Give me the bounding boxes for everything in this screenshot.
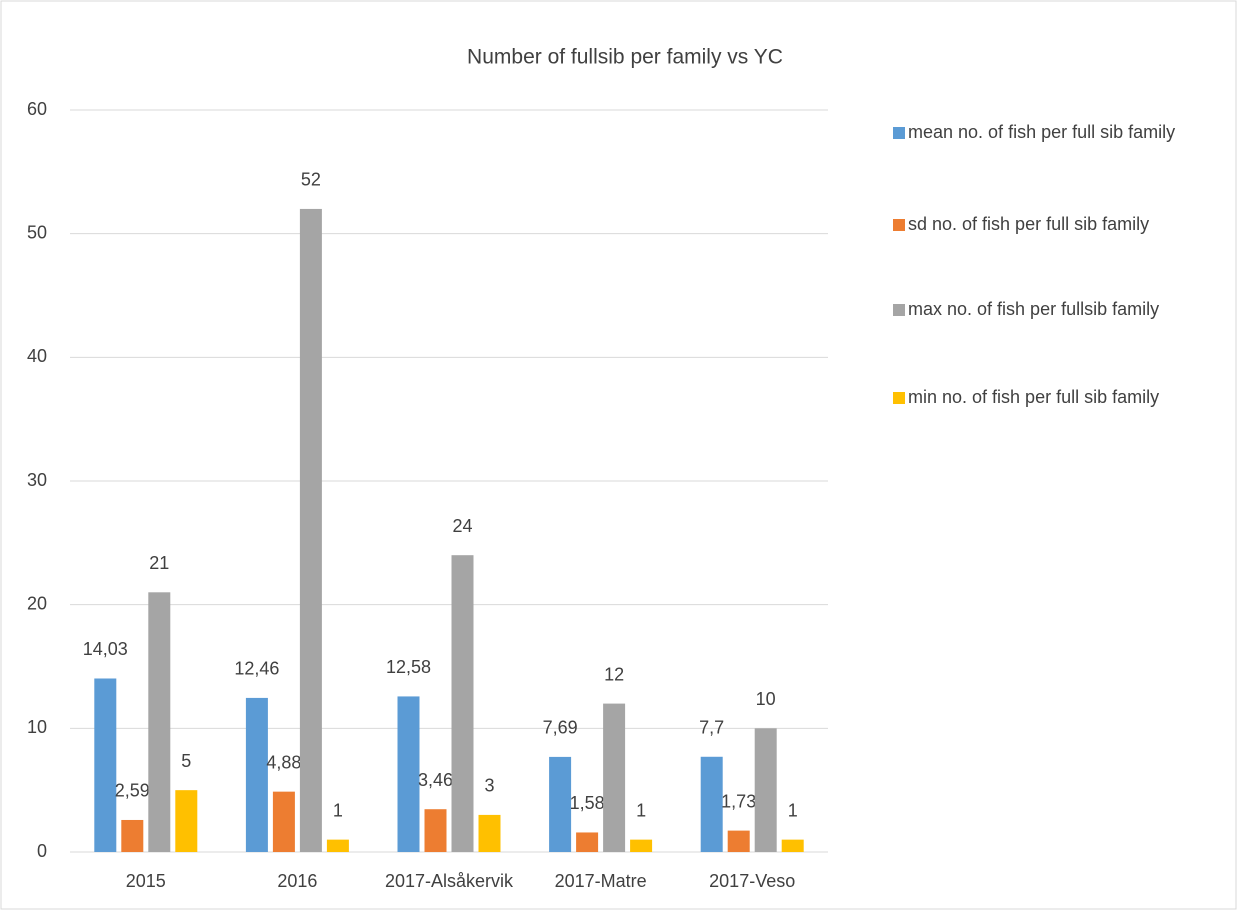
data-label: 24 — [452, 516, 472, 536]
y-tick-label: 60 — [27, 99, 47, 119]
bar — [148, 592, 171, 852]
data-label: 2,59 — [115, 781, 150, 801]
chart-title: Number of fullsib per family vs YC — [467, 46, 783, 69]
bar — [549, 756, 572, 852]
x-tick-label: 2015 — [126, 871, 166, 891]
bar — [121, 819, 144, 852]
bar — [630, 839, 653, 852]
data-label: 12 — [604, 664, 624, 684]
bar — [451, 555, 474, 852]
data-label: 1,58 — [570, 793, 605, 813]
y-tick-label: 50 — [27, 222, 47, 242]
data-label: 12,46 — [234, 659, 279, 679]
legend-swatch — [893, 304, 905, 316]
x-tick-label: 2017-Veso — [709, 871, 795, 891]
data-label: 14,03 — [83, 639, 128, 659]
data-label: 5 — [181, 751, 191, 771]
bar — [781, 839, 804, 852]
data-label: 10 — [756, 689, 776, 709]
data-label: 52 — [301, 170, 321, 190]
y-tick-label: 20 — [27, 593, 47, 613]
bar — [700, 756, 723, 852]
bar — [424, 809, 447, 852]
data-label: 7,69 — [543, 718, 578, 738]
data-label: 7,7 — [699, 718, 724, 738]
bar — [727, 830, 750, 852]
data-label: 1,73 — [721, 791, 756, 811]
data-label: 4,88 — [266, 752, 301, 772]
data-label: 12,58 — [386, 657, 431, 677]
legend-label: sd no. of fish per full sib family — [908, 214, 1149, 234]
data-label: 1 — [636, 800, 646, 820]
y-tick-label: 10 — [27, 717, 47, 737]
x-tick-label: 2016 — [277, 871, 317, 891]
data-label: 1 — [788, 800, 798, 820]
data-label: 21 — [149, 553, 169, 573]
legend-label: max no. of fish per fullsib family — [908, 299, 1159, 319]
bar — [754, 728, 777, 852]
data-label: 1 — [333, 800, 343, 820]
y-tick-label: 40 — [27, 346, 47, 366]
bar — [576, 832, 599, 852]
bar — [94, 678, 117, 852]
bar — [603, 703, 626, 852]
bar — [245, 697, 268, 852]
bar — [326, 839, 349, 852]
x-tick-label: 2017-Alsåkervik — [385, 871, 514, 891]
legend-swatch — [893, 392, 905, 404]
data-label: 3,46 — [418, 770, 453, 790]
legend-label: min no. of fish per full sib family — [908, 387, 1159, 407]
x-tick-label: 2017-Matre — [555, 871, 647, 891]
bar — [299, 208, 322, 852]
data-label: 3 — [484, 776, 494, 796]
y-tick-label: 30 — [27, 470, 47, 490]
y-tick-label: 0 — [37, 841, 47, 861]
bar — [397, 696, 420, 852]
legend-label: mean no. of fish per full sib family — [908, 122, 1175, 142]
legend-swatch — [893, 219, 905, 231]
bar — [175, 790, 198, 852]
legend-swatch — [893, 127, 905, 139]
bar — [272, 791, 295, 852]
bar — [478, 814, 501, 852]
